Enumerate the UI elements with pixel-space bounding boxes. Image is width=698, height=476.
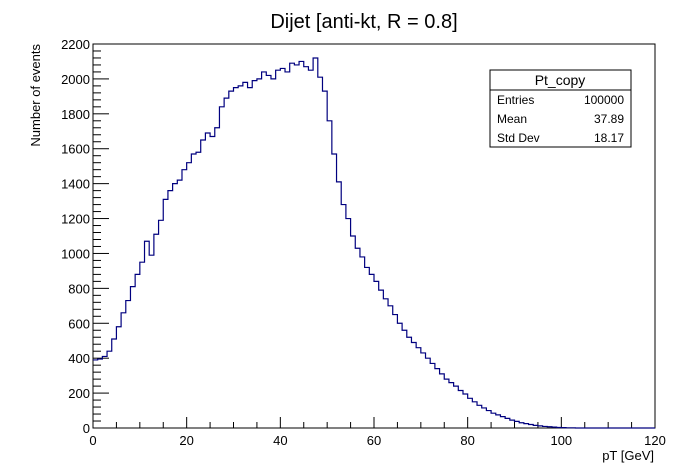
stats-box: Pt_copy Entries 100000 Mean 37.89 Std De… (489, 69, 632, 148)
y-tick-label: 1400 (61, 177, 90, 192)
y-axis-tick-labels: 0 200 400 600 800 1000 1200 1400 1600 1800 2000 220… (61, 37, 90, 436)
y-tick-label: 200 (68, 386, 90, 401)
x-tick-label: 0 (89, 433, 96, 448)
y-tick-label: 1000 (61, 246, 90, 261)
histogram-series-line (93, 57, 655, 429)
y-tick-label: 0 (83, 421, 90, 436)
y-tick-label: 800 (68, 281, 90, 296)
stats-box-frame (489, 69, 632, 148)
x-tick-label: 40 (273, 433, 287, 448)
y-tick-label: 600 (68, 316, 90, 331)
y-tick-label: 1200 (61, 212, 90, 227)
stats-entries-value: 100000 (584, 93, 624, 107)
stats-mean-value: 37.89 (594, 112, 624, 126)
y-tick-label: 2200 (61, 37, 90, 52)
chart-title: Dijet [anti-kt, R = 0.8] (270, 11, 457, 33)
x-axis-ticks (92, 417, 656, 428)
x-tick-label: 120 (644, 433, 666, 448)
y-tick-label: 2000 (61, 72, 90, 87)
stats-stddev-label: Std Dev (497, 131, 540, 145)
x-tick-label: 100 (550, 433, 572, 448)
stats-box-title: Pt_copy (535, 72, 586, 88)
y-tick-label: 1600 (61, 142, 90, 157)
x-tick-label: 80 (460, 433, 474, 448)
x-axis-title: pT [GeV] (602, 448, 654, 463)
stats-stddev-value: 18.17 (594, 131, 624, 145)
x-tick-label: 60 (367, 433, 381, 448)
y-axis-title: Number of events (28, 44, 43, 147)
x-axis-tick-labels: 0 20 40 60 80 100 120 (89, 433, 665, 448)
stats-entries-label: Entries (497, 93, 534, 107)
y-tick-label: 1800 (61, 107, 90, 122)
x-tick-label: 20 (179, 433, 193, 448)
stats-mean-label: Mean (497, 112, 527, 126)
y-axis-ticks (93, 43, 109, 429)
y-tick-label: 400 (68, 351, 90, 366)
